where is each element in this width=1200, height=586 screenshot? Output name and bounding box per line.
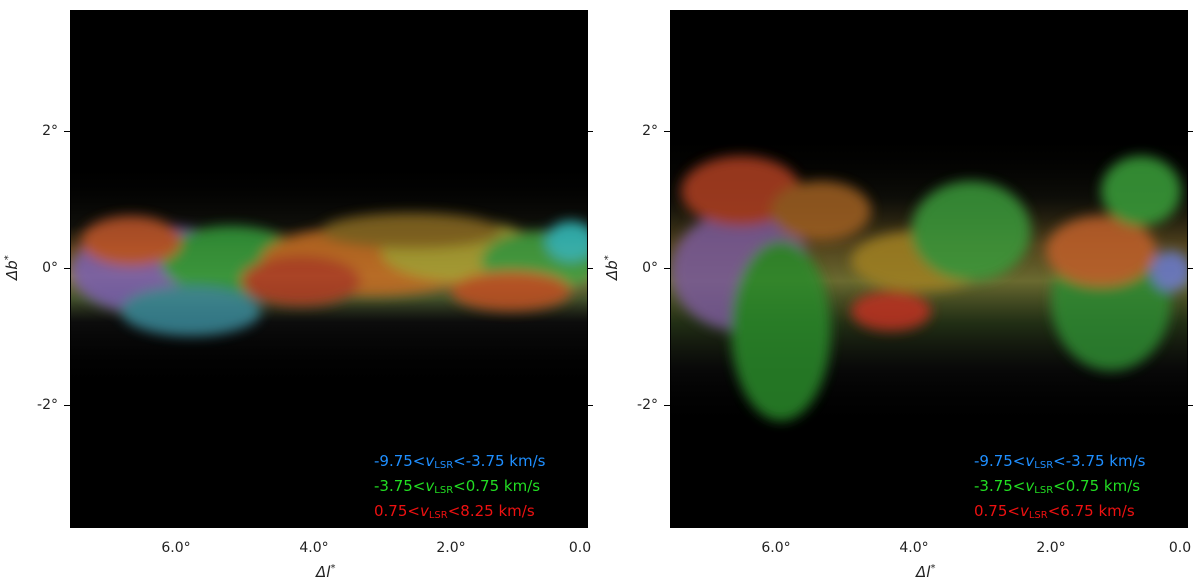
y-tick-mark (1187, 405, 1193, 406)
x-tick-mark (914, 10, 915, 16)
y-axis-label: Δb* (603, 255, 621, 280)
x-tick-label: 0.0 (568, 540, 592, 556)
legend-entry-green: -3.75<vLSR<0.75 km/s (974, 477, 1141, 496)
legend-entry-red: 0.75<vLSR<6.75 km/s (974, 502, 1135, 521)
legend-entry-red: 0.75<vLSR<8.25 km/s (374, 502, 535, 521)
x-tick-mark (776, 10, 777, 16)
x-tick-label: 4.0° (899, 540, 929, 556)
right-panel: 6.0° 4.0° 2.0° 0.0 2° 0° -2° Δl* Δb* -9.… (600, 0, 1200, 586)
y-tick-mark (587, 268, 593, 269)
legend-entry-green: -3.75<vLSR<0.75 km/s (374, 477, 541, 496)
x-tick-mark (451, 10, 452, 16)
y-tick-mark (587, 405, 593, 406)
emission-map-left (70, 10, 588, 528)
x-tick-mark (176, 520, 177, 526)
y-tick-mark (664, 131, 670, 132)
emission-image-right (671, 11, 1187, 527)
velocity-legend: -9.75<vLSR<-3.75 km/s -3.75<vLSR<0.75 km… (974, 451, 1145, 526)
legend-entry-blue: -9.75<vLSR<-3.75 km/s (974, 452, 1146, 471)
x-tick-mark (451, 520, 452, 526)
x-tick-mark (914, 520, 915, 526)
x-tick-label: 6.0° (161, 540, 191, 556)
y-tick-label: 0° (42, 260, 58, 276)
y-tick-label: 0° (642, 260, 658, 276)
x-axis-label: Δl* (316, 563, 336, 581)
y-tick-label: 2° (642, 123, 658, 139)
y-tick-mark (664, 405, 670, 406)
x-tick-label: 4.0° (299, 540, 329, 556)
x-tick-label: 2.0° (436, 540, 466, 556)
emission-map-right (670, 10, 1188, 528)
y-tick-mark (64, 268, 70, 269)
emission-image-left (71, 11, 587, 527)
y-axis-label: Δb* (3, 255, 21, 280)
velocity-legend: -9.75<vLSR<-3.75 km/s -3.75<vLSR<0.75 km… (374, 451, 545, 526)
y-tick-mark (64, 405, 70, 406)
x-tick-label: 0.0 (1168, 540, 1192, 556)
x-tick-mark (1051, 520, 1052, 526)
y-tick-label: -2° (637, 397, 658, 413)
legend-entry-blue: -9.75<vLSR<-3.75 km/s (374, 452, 546, 471)
x-axis-label: Δl* (916, 563, 936, 581)
x-tick-mark (314, 10, 315, 16)
x-tick-mark (776, 520, 777, 526)
y-tick-mark (587, 131, 593, 132)
y-tick-mark (64, 131, 70, 132)
y-tick-mark (1187, 131, 1193, 132)
y-tick-label: 2° (42, 123, 58, 139)
y-tick-label: -2° (37, 397, 58, 413)
x-tick-label: 2.0° (1036, 540, 1066, 556)
y-tick-mark (1187, 268, 1193, 269)
x-tick-label: 6.0° (761, 540, 791, 556)
x-tick-mark (176, 10, 177, 16)
x-tick-mark (1051, 10, 1052, 16)
left-panel: 6.0° 4.0° 2.0° 0.0 2° 0° -2° Δl* Δb* -9.… (3, 10, 593, 581)
y-tick-mark (664, 268, 670, 269)
x-tick-mark (314, 520, 315, 526)
